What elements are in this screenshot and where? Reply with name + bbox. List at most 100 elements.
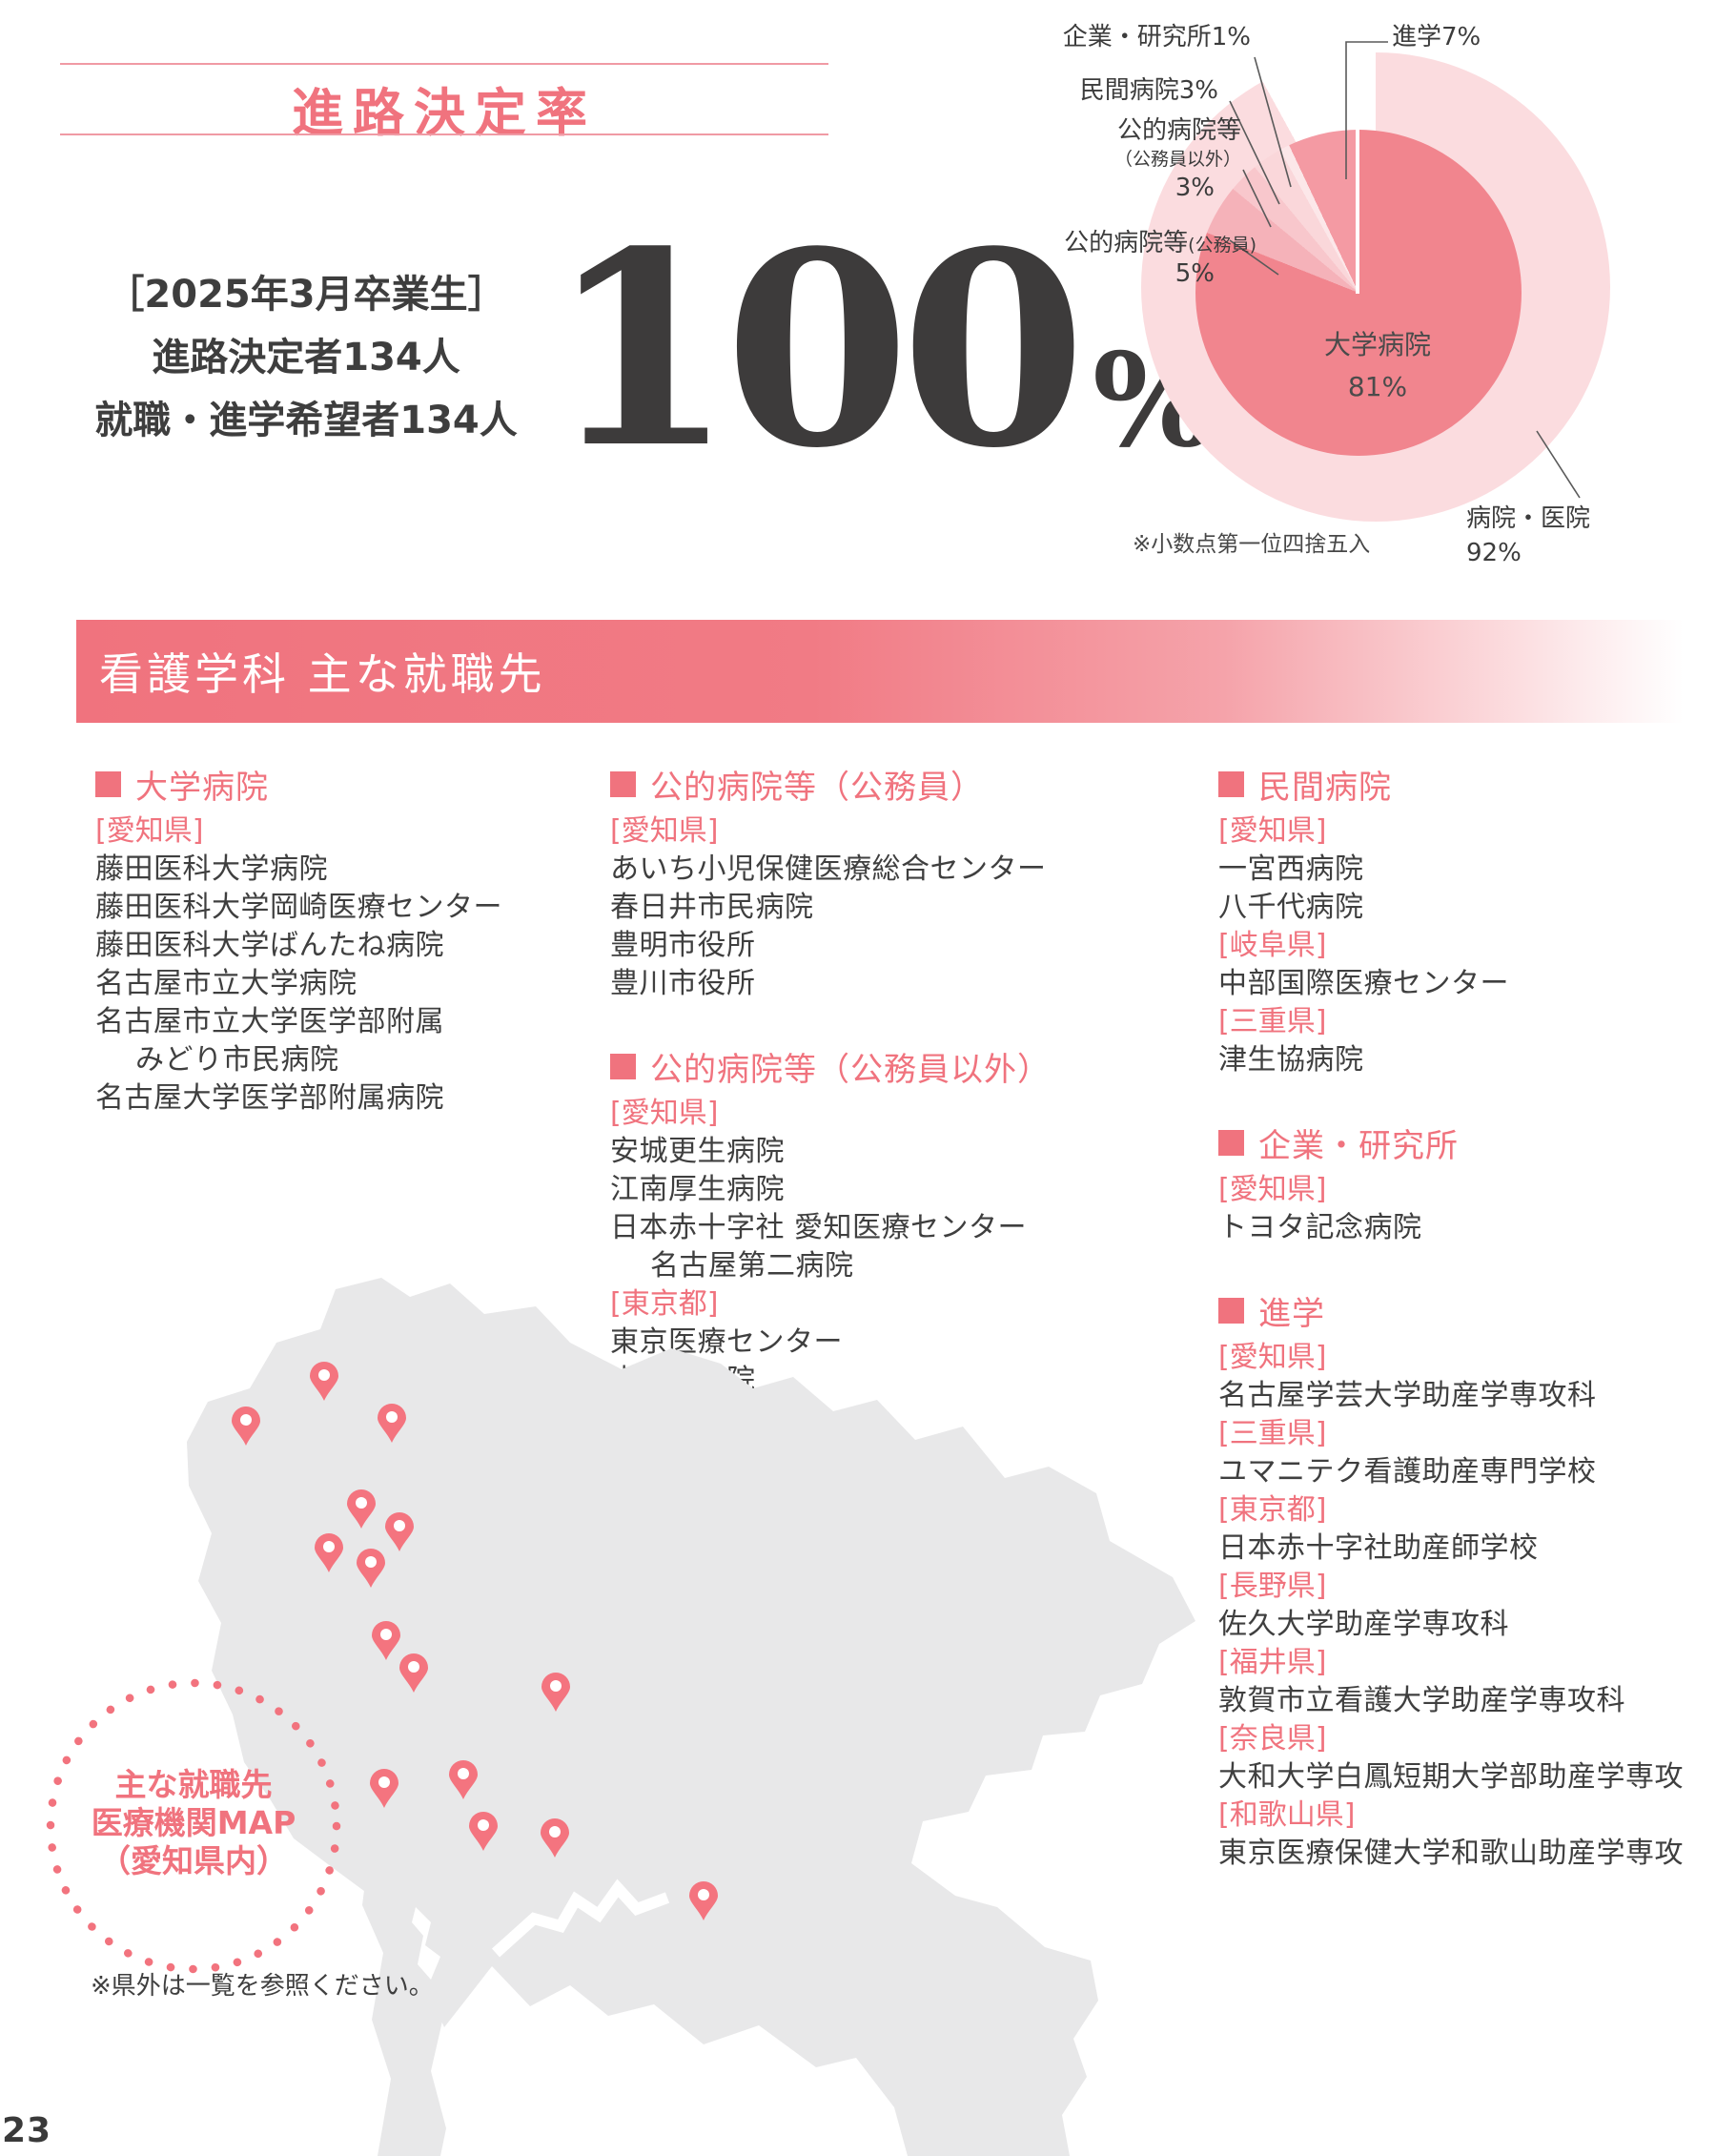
- region-label: [愛知県]: [610, 814, 719, 848]
- map-circle-caption: 主な就職先 医療機関MAP （愛知県内）: [51, 1766, 337, 1880]
- pie-label-daigaku: 大学病院 81%: [1268, 324, 1487, 408]
- column-private-and-further: 民間病院 [愛知県] 一宮西病院 八千代病院 [岐阜県] 中部国際医療センター [三重県] 津…: [1218, 763, 1714, 1873]
- section-title: 大学病院: [135, 768, 269, 807]
- pie-label-daigaku-name: 大学病院: [1323, 329, 1431, 360]
- list-item: 名古屋市立大学医学部附属: [95, 1005, 444, 1038]
- section: 公的病院等（公務員） [愛知県] あいち小児保健医療総合センター 春日井市民病院 豊明市…: [610, 763, 1106, 1003]
- list-item: 藤田医科大学ばんたね病院: [95, 929, 444, 962]
- pie-label-koteki-main: 公的病院等: [1064, 229, 1189, 257]
- list-item: 日本赤十字社 愛知医療センター: [610, 1211, 1028, 1244]
- section-title: 民間病院: [1258, 768, 1392, 807]
- region-label: [愛知県]: [95, 814, 204, 848]
- list-item: 名古屋第二病院: [650, 1249, 854, 1283]
- list-item: 日本赤十字社助産師学校: [1218, 1531, 1539, 1565]
- section: 民間病院 [愛知県] 一宮西病院 八千代病院 [岐阜県] 中部国際医療センター [三重県] 津…: [1218, 763, 1714, 1079]
- list-item: ユマニテク看護助産専門学校: [1218, 1455, 1597, 1489]
- pie-rounding-note: ※小数点第一位四捨五入: [1133, 532, 1371, 557]
- title-rule-bottom: [60, 133, 828, 135]
- section: 進学 [愛知県] 名古屋学芸大学助産学専攻科 [三重県] ユマニテク看護助産専門学校 [東…: [1218, 1289, 1714, 1873]
- list-item: 春日井市民病院: [610, 891, 814, 924]
- pie-label-koteki-igai-line2: （公務員以外）: [1113, 149, 1241, 170]
- list-item: みどり市民病院: [135, 1043, 339, 1077]
- column-public-hospitals: 公的病院等（公務員） [愛知県] あいち小児保健医療総合センター 春日井市民病院 豊明市…: [610, 763, 1106, 1400]
- pie-label-koteki-pct: 5%: [1175, 259, 1215, 288]
- pie-label-koteki-igai-pct: 3%: [1175, 174, 1215, 202]
- column-university-hospitals: 大学病院 [愛知県] 藤田医科大学病院藤田医科大学岡崎医療センター 藤田医科大学ばんた…: [95, 763, 591, 1118]
- map-note: ※県外は一覧を参照ください。: [91, 1972, 434, 2001]
- region-label: [三重県]: [1218, 1417, 1327, 1450]
- section-square-icon: [610, 1053, 636, 1079]
- section-square-icon: [1218, 770, 1244, 797]
- region-label: [岐阜県]: [1218, 929, 1327, 962]
- section-square-icon: [95, 770, 121, 797]
- callout-line-koteki-igai: [1242, 169, 1272, 228]
- list-item: 藤田医科大学病院: [95, 852, 328, 886]
- map-caption-line2: 医療機関MAP: [91, 1804, 296, 1841]
- pie-label-kigyo: 企業・研究所1%: [1062, 23, 1251, 51]
- region-label: [三重県]: [1218, 1005, 1327, 1038]
- page-title: 進路決定率: [292, 83, 597, 143]
- list-item: あいち小児保健医療総合センター: [610, 852, 1047, 886]
- list-item: 名古屋学芸大学助産学専攻科: [1218, 1379, 1597, 1412]
- map-harbor-detail: [491, 1879, 670, 1958]
- region-label: [愛知県]: [1218, 1341, 1327, 1374]
- region-label: [愛知県]: [610, 1097, 719, 1130]
- map-mainland: [187, 1278, 1195, 2156]
- pie-callout-lines: [1229, 41, 1581, 499]
- callout-line-minkan: [1229, 100, 1280, 205]
- map-chita-peninsula: [362, 1859, 446, 2156]
- list-item: 名古屋大学医学部附属病院: [95, 1081, 444, 1115]
- stats-decided: 進路決定者134人: [152, 336, 460, 380]
- section-square-icon: [1218, 1297, 1244, 1324]
- callout-line-shingaku: [1345, 41, 1388, 179]
- section-header: 公的病院等（公務員以外）: [610, 1045, 1106, 1089]
- section-title: 企業・研究所: [1258, 1126, 1459, 1165]
- section-square-icon: [610, 770, 636, 797]
- pie-label-byoin-name: 病院・医院: [1466, 504, 1591, 533]
- section-banner: 看護学科 主な就職先: [76, 620, 1716, 723]
- list-item: 名古屋市立大学病院: [95, 967, 358, 1000]
- section-header: 民間病院: [1218, 763, 1714, 807]
- list-item: 八千代病院: [1218, 891, 1364, 924]
- graduate-stats: ［2025年3月卒業生］ 進路決定者134人 就職・進学希望者134人: [63, 263, 549, 452]
- stats-cohort: ［2025年3月卒業生］: [106, 273, 506, 317]
- list-item: 中部国際医療センター: [1218, 967, 1509, 1000]
- list-item: 江南厚生病院: [610, 1173, 785, 1206]
- region-label: [東京都]: [1218, 1493, 1327, 1527]
- section: 企業・研究所 [愛知県] トヨタ記念病院: [1218, 1121, 1714, 1247]
- section-header: 公的病院等（公務員）: [610, 763, 1106, 807]
- callout-line-byoin: [1536, 430, 1581, 499]
- list-item: 藤田医科大学岡崎医療センター: [95, 891, 502, 924]
- callout-line-kigyo: [1254, 56, 1292, 188]
- list-item: 津生協病院: [1218, 1043, 1364, 1077]
- list-item: 東京医療保健大学和歌山助産学専攻: [1218, 1837, 1684, 1870]
- pie-label-koteki: 公的病院等(公務員) 5%: [972, 229, 1256, 288]
- pie-slice-seam: [1356, 130, 1359, 294]
- map-dotted-circle: [46, 1678, 341, 1974]
- region-label: [愛知県]: [1218, 814, 1327, 848]
- section-title: 公的病院等（公務員以外）: [650, 1050, 1051, 1089]
- map-caption-line1: 主な就職先: [114, 1766, 273, 1803]
- section-header: 企業・研究所: [1218, 1121, 1714, 1165]
- pie-label-minkan: 民間病院3%: [1079, 76, 1218, 105]
- list-item: 安城更生病院: [610, 1135, 785, 1168]
- pie-label-daigaku-pct: 81%: [1347, 371, 1408, 402]
- section-header: 進学: [1218, 1289, 1714, 1333]
- pie-label-koteki-line1: 公的病院等(公務員): [972, 229, 1256, 259]
- aichi-prefecture-map: [46, 1278, 1195, 2156]
- region-label: [和歌山県]: [1218, 1798, 1356, 1832]
- pie-label-koteki-igai-line1: 公的病院等: [1116, 116, 1241, 145]
- callout-line-koteki: [1229, 239, 1279, 276]
- map-caption-line3: （愛知県内）: [99, 1842, 288, 1879]
- pie-label-byoin: 病院・医院 92%: [1466, 502, 1590, 570]
- section-square-icon: [1218, 1129, 1244, 1156]
- section: 大学病院 [愛知県] 藤田医科大学病院藤田医科大学岡崎医療センター 藤田医科大学ばんた…: [95, 763, 591, 1118]
- pie-label-shingaku: 進学7%: [1392, 23, 1481, 51]
- title-rule-top: [60, 63, 828, 65]
- region-label: [福井県]: [1218, 1646, 1327, 1679]
- region-label: [東京都]: [610, 1287, 719, 1321]
- list-item: 佐久大学助産学専攻科: [1218, 1608, 1509, 1641]
- list-item: 大和大学白鳳短期大学部助産学専攻: [1218, 1760, 1684, 1794]
- map-inlet-detail: [412, 1907, 440, 1980]
- list-item: 豊明市役所: [610, 929, 756, 962]
